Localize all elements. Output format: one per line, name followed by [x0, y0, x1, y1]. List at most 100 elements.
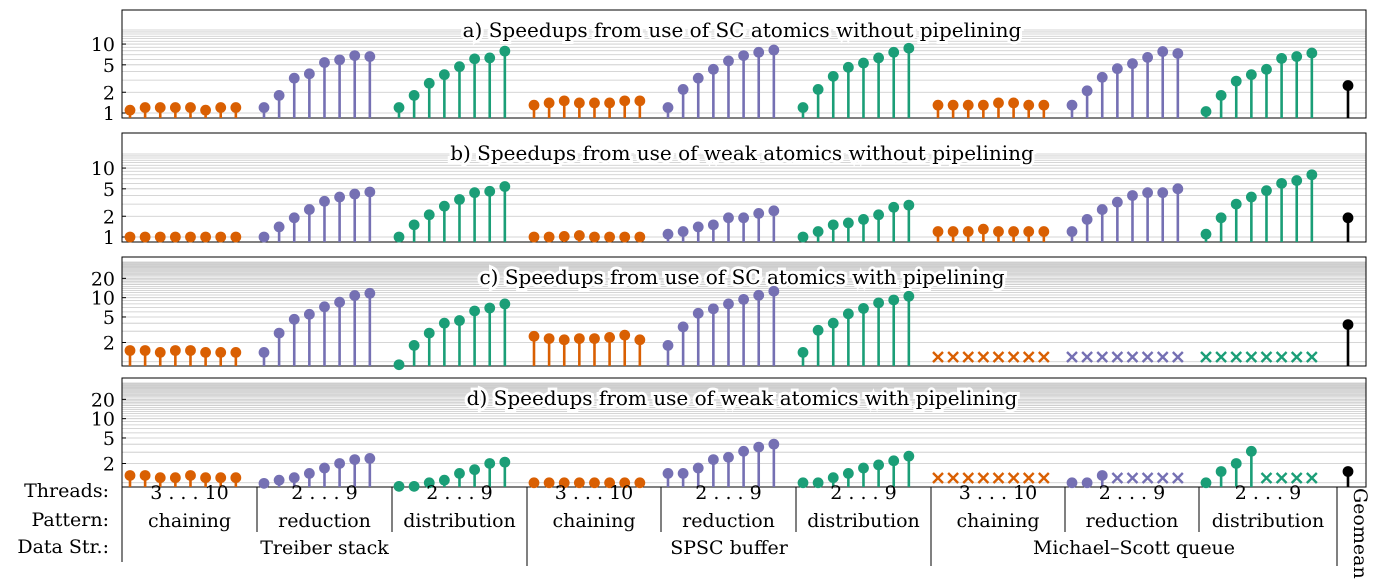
lollipop-point	[230, 102, 242, 113]
missing-marker	[1260, 472, 1273, 484]
lollipop-point	[677, 468, 689, 479]
lollipop-point	[200, 472, 212, 484]
lollipop-point	[1306, 169, 1318, 181]
lollipop-point	[738, 50, 749, 62]
lollipop-point	[753, 441, 765, 453]
missing-marker	[962, 351, 975, 363]
missing-marker	[1171, 351, 1184, 363]
missing-marker	[1022, 472, 1035, 484]
missing-marker	[1126, 472, 1139, 484]
lollipop-point	[169, 472, 181, 484]
missing-marker	[932, 472, 944, 484]
lollipop-point	[692, 462, 704, 474]
lollipop-point	[319, 462, 330, 474]
x-axis-row-label: Data Str.:	[17, 536, 109, 558]
lollipop-point	[1142, 187, 1153, 199]
lollipop-point	[139, 102, 151, 113]
missing-marker	[1007, 351, 1020, 363]
missing-marker	[1290, 351, 1303, 363]
lollipop-point	[662, 102, 674, 113]
lollipop-point	[888, 294, 900, 306]
lollipop-point	[349, 188, 361, 200]
lollipop-point	[334, 296, 345, 308]
lollipop-point	[812, 226, 824, 237]
lollipop-point	[753, 289, 765, 301]
lollipop-point	[230, 231, 242, 243]
lollipop-point	[1038, 226, 1050, 237]
lollipop-point	[842, 217, 854, 229]
lollipop-point	[768, 205, 780, 217]
lollipop-point	[1066, 99, 1078, 111]
lollipop-point	[797, 477, 809, 489]
lollipop-point	[139, 231, 151, 243]
lollipop-point	[1081, 85, 1093, 97]
lollipop-point	[1245, 69, 1257, 81]
lollipop-point	[1291, 51, 1303, 62]
lollipop-point	[499, 456, 511, 468]
lollipop-point	[1081, 477, 1093, 489]
lollipop-point	[1023, 99, 1035, 111]
y-tick-label: 10	[91, 409, 115, 431]
chart-panel-b: 12 510 b) Speedups from use of weak atomic…	[91, 132, 1367, 249]
pattern-label: reduction	[682, 510, 775, 532]
lollipop-point	[558, 477, 570, 489]
lollipop-point	[1291, 175, 1303, 186]
lollipop-point	[812, 324, 824, 336]
lollipop-point	[707, 63, 719, 75]
lollipop-point	[215, 472, 227, 484]
lollipop-point	[1276, 52, 1287, 64]
lollipop-point	[215, 102, 227, 113]
lollipop-point	[619, 231, 631, 243]
lollipop-point	[573, 333, 585, 344]
lollipop-point	[827, 219, 839, 231]
lollipop-point	[634, 334, 646, 346]
lollipop-point	[662, 468, 674, 479]
lollipop-point	[1081, 214, 1093, 225]
lollipop-point	[528, 477, 540, 489]
lollipop-point	[454, 315, 465, 326]
lollipop-point	[1342, 466, 1354, 477]
x-axis-row-label: Pattern:	[32, 509, 110, 531]
y-tick-label: 2	[103, 82, 115, 104]
lollipop-point	[154, 102, 166, 113]
lollipop-point	[827, 472, 839, 484]
missing-marker	[1260, 351, 1273, 363]
lollipop-point	[827, 317, 839, 329]
lollipop-point	[1157, 187, 1169, 199]
lollipop-point	[364, 51, 376, 62]
lollipop-point	[423, 477, 435, 489]
missing-marker	[1305, 472, 1318, 484]
x-axis-row-label: Threads:	[24, 480, 109, 502]
lollipop-point	[1215, 212, 1227, 224]
lollipop-point	[303, 68, 315, 80]
lollipop-point	[1157, 46, 1169, 57]
pattern-label: chaining	[148, 510, 231, 532]
lollipop-point	[888, 46, 900, 58]
lollipop-point	[768, 285, 780, 297]
lollipop-point	[169, 102, 181, 113]
lollipop-point	[124, 345, 136, 356]
lollipop-point	[1245, 445, 1257, 457]
lollipop-point	[185, 345, 196, 356]
lollipop-point	[558, 95, 570, 107]
missing-marker	[1126, 351, 1139, 363]
pattern-label: distribution	[807, 510, 920, 532]
lollipop-point	[1306, 47, 1318, 59]
lollipop-point	[215, 347, 227, 358]
panel-title: a) Speedups from use of SC atomics witho…	[463, 18, 1022, 42]
lollipop-point	[438, 69, 450, 81]
lollipop-point	[1200, 228, 1212, 240]
lollipop-point	[364, 453, 376, 464]
lollipop-point	[858, 214, 869, 225]
lollipop-point	[469, 187, 480, 199]
lollipop-point	[484, 185, 496, 197]
lollipop-point	[604, 231, 615, 243]
lollipop-point	[873, 459, 884, 471]
y-tick-label: 10	[91, 288, 115, 310]
lollipop-point	[589, 231, 600, 243]
lollipop-point	[499, 298, 511, 310]
lollipop-point	[408, 340, 420, 351]
lollipop-point	[634, 231, 646, 243]
lollipop-point	[558, 334, 570, 346]
lollipop-point	[842, 308, 854, 320]
